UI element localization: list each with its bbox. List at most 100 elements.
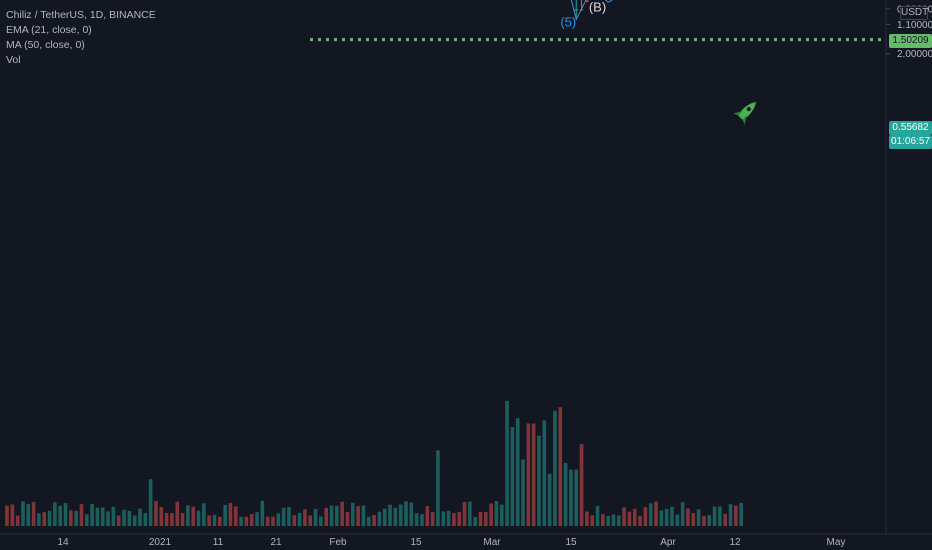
ema-legend-item[interactable]: EMA (21, close, 0)	[6, 24, 92, 36]
candle-body	[574, 9, 579, 11]
volume-bar	[159, 506, 164, 526]
elliott-wave-lines	[570, 0, 613, 21]
volume-bar	[505, 401, 509, 526]
volume-bar	[585, 511, 589, 526]
time-tick-label: 2021	[149, 537, 172, 548]
volume-bar	[366, 516, 371, 526]
volume-bar	[617, 515, 621, 526]
volume-bar	[452, 512, 456, 526]
volume-bar	[175, 501, 180, 526]
volume-bar	[691, 512, 696, 526]
volume-bar	[494, 501, 499, 526]
volume-bar	[430, 512, 435, 526]
time-tick-label: Feb	[329, 537, 347, 548]
volume-bar	[265, 516, 270, 526]
volume-bar	[457, 511, 461, 526]
volume-bar	[276, 513, 281, 526]
volume-bar	[223, 504, 227, 526]
volume-bar	[409, 502, 414, 526]
volume-bar	[21, 501, 25, 526]
volume-bar	[734, 505, 738, 526]
volume-bar	[47, 510, 52, 526]
volume-bar	[654, 501, 658, 526]
volume-bar	[372, 514, 376, 526]
volume-bar	[558, 407, 563, 526]
volume-bar	[547, 473, 552, 526]
volume-bar	[287, 507, 291, 526]
volume-bar	[42, 512, 47, 526]
volume-bar	[63, 502, 68, 526]
volume-bar	[186, 505, 190, 526]
volume-histogram	[5, 401, 743, 526]
volume-bar	[244, 516, 249, 526]
time-tick-label: 21	[270, 537, 282, 548]
volume-bar	[10, 504, 15, 526]
volume-bar	[680, 502, 685, 526]
volume-bar	[622, 507, 626, 526]
volume-bar	[271, 516, 275, 526]
time-tick-label: Apr	[660, 537, 676, 548]
volume-bar	[388, 504, 392, 526]
time-tick-label: 11	[213, 537, 224, 548]
volume-bar	[196, 510, 201, 526]
rocket-body	[738, 102, 756, 120]
time-tick-label: May	[827, 537, 846, 548]
volume-bar	[292, 515, 297, 526]
price-tick-label: 1.10000	[897, 20, 932, 31]
volume-bar	[90, 504, 94, 526]
volume-bar	[696, 509, 701, 526]
volume-bar	[675, 514, 680, 526]
volume-bar	[308, 515, 313, 526]
volume-bar	[303, 509, 307, 526]
time-tick-label: 15	[410, 537, 422, 548]
symbol-title[interactable]: Chiliz / TetherUS, 1D, BINANCE	[6, 9, 156, 21]
volume-bar	[138, 508, 142, 526]
volume-bar	[627, 511, 632, 526]
volume-bar	[659, 510, 664, 526]
volume-bar	[489, 503, 493, 526]
volume-bar	[393, 507, 398, 526]
volume-bar	[526, 423, 531, 526]
volume-bar	[473, 516, 477, 526]
volume-bar	[531, 423, 536, 526]
time-tick-label: 15	[565, 537, 577, 548]
volume-bar	[180, 513, 185, 526]
volume-bar	[446, 510, 451, 526]
volume-bar	[79, 504, 84, 526]
volume-bar	[478, 511, 483, 526]
currency-label[interactable]: USDT	[900, 6, 929, 20]
ma-legend-item[interactable]: MA (50, close, 0)	[6, 39, 85, 51]
volume-bar	[324, 507, 328, 526]
volume-bar	[510, 427, 515, 526]
volume-bar	[31, 501, 36, 526]
volume-bar	[553, 410, 557, 526]
volume-bar	[718, 506, 722, 526]
volume-bar	[579, 444, 584, 526]
volume-bar	[606, 515, 610, 526]
candle-body	[579, 9, 584, 11]
volume-bar	[707, 514, 712, 526]
volume-bar	[255, 512, 259, 526]
volume-bar	[26, 504, 31, 526]
volume-bar	[521, 459, 525, 526]
volume-bar	[58, 505, 62, 526]
volume-bar	[404, 501, 408, 526]
volume-bar	[601, 514, 605, 526]
volume-bar	[15, 515, 20, 526]
volume-bar	[398, 504, 403, 526]
volume-bar	[686, 508, 690, 526]
volume-bar	[611, 514, 616, 526]
volume-legend-item[interactable]: Vol	[6, 54, 21, 66]
volume-bar	[127, 510, 132, 526]
rocket-window	[746, 107, 751, 112]
volume-bar	[670, 506, 674, 526]
volume-bar	[148, 479, 153, 526]
volume-bar	[100, 507, 105, 526]
volume-bar	[468, 501, 472, 526]
volume-bar	[239, 516, 243, 526]
volume-bar	[515, 418, 520, 526]
chart-legend: Chiliz / TetherUS, 1D, BINANCE EMA (21, …	[6, 8, 156, 68]
volume-bar	[335, 505, 339, 526]
volume-bar	[441, 511, 446, 526]
